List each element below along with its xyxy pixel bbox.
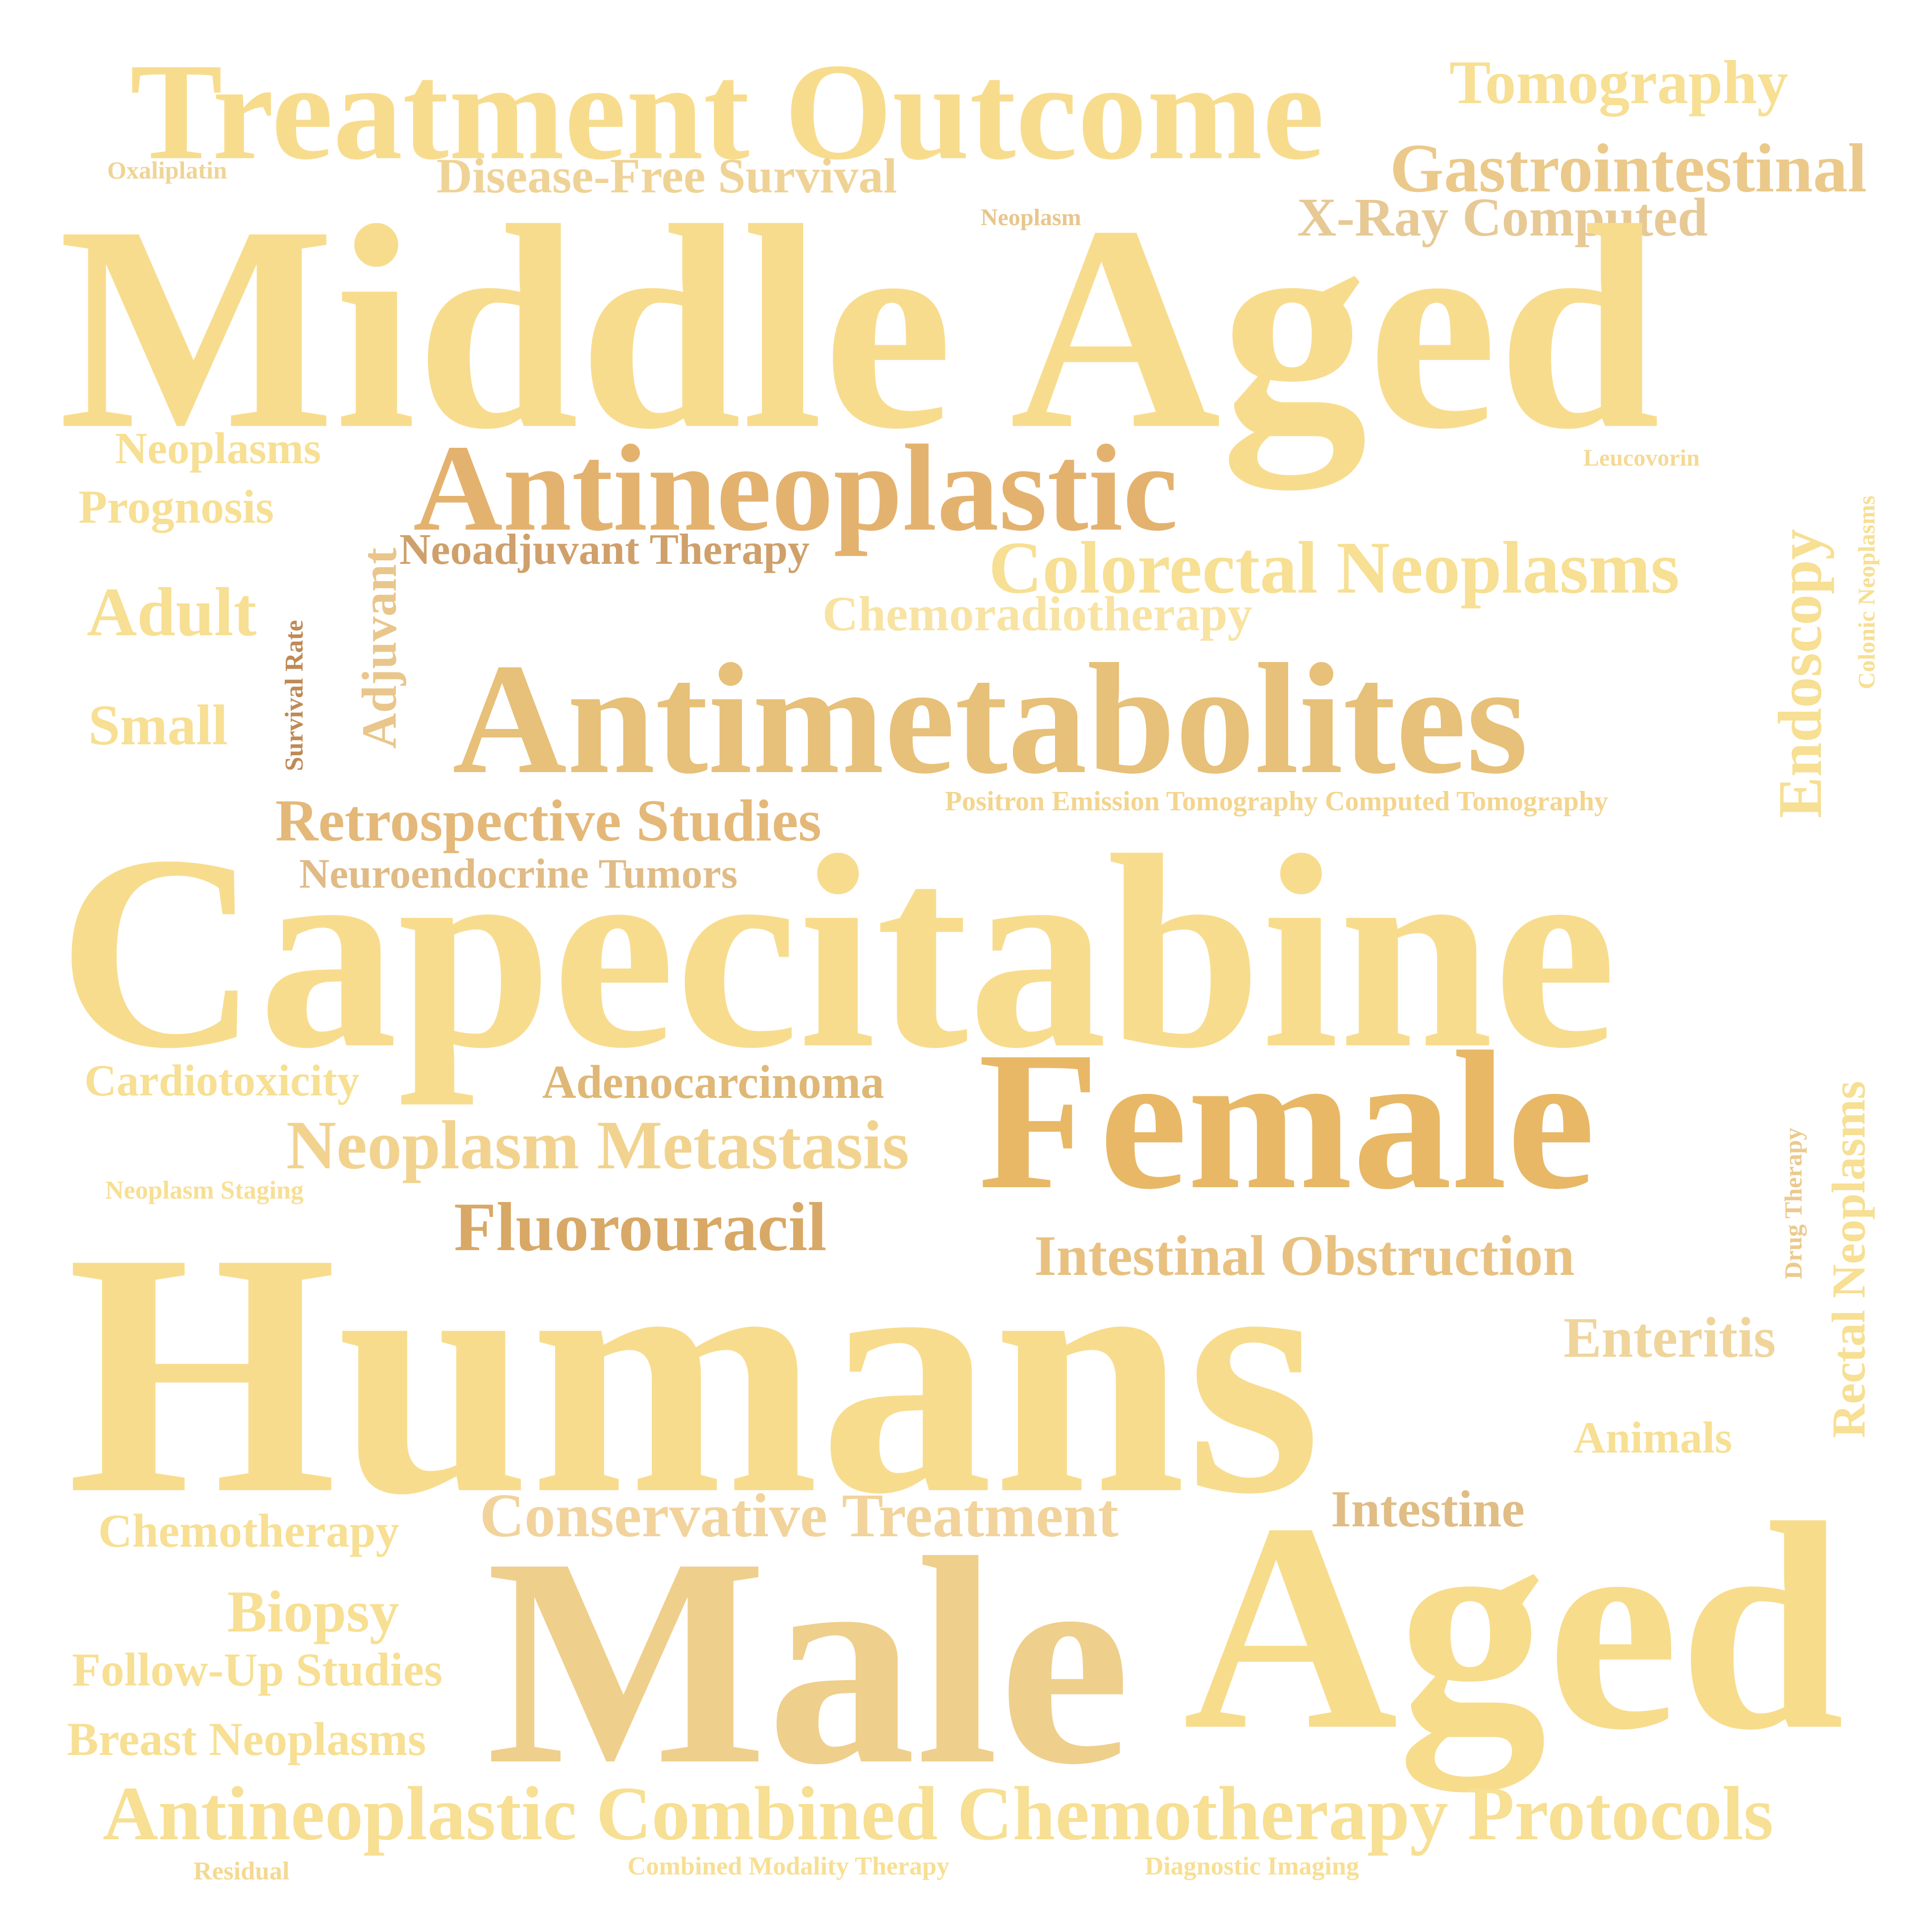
word-antineoplastic: Antineoplastic	[413, 420, 1178, 557]
word-adenocarcinoma: Adenocarcinoma	[542, 1056, 884, 1108]
word-chemotherapy: Chemotherapy	[98, 1505, 399, 1557]
word-tomography: Tomography	[1449, 49, 1789, 117]
word-diagnostic-imaging: Diagnostic Imaging	[1145, 1852, 1359, 1880]
word-neoplasm-staging: Neoplasm Staging	[105, 1176, 304, 1205]
word-breast-neoplasms: Breast Neoplasms	[67, 1713, 426, 1765]
word-colorectal-neoplasms: Colorectal Neoplasms	[989, 527, 1680, 609]
word-middle-aged: Middle Aged	[59, 165, 1660, 489]
word-antineoplastic-combined: Antineoplastic Combined Chemotherapy Pro…	[103, 1771, 1774, 1856]
word-adult: Adult	[87, 574, 257, 651]
word-drug-therapy: Drug Therapy	[1779, 1127, 1807, 1279]
word-treatment-outcome: Treatment Outcome	[130, 34, 1324, 188]
word-biopsy: Biopsy	[227, 1578, 399, 1644]
word-retrospective-studies: Retrospective Studies	[275, 787, 821, 853]
word-neoadjuvant-therapy: Neoadjuvant Therapy	[399, 526, 810, 574]
word-gastrointestinal: Gastrointestinal	[1390, 130, 1867, 207]
word-neuroendocrine-tumors: Neuroendocrine Tumors	[299, 850, 738, 897]
word-chemoradiotherapy: Chemoradiotherapy	[822, 586, 1252, 641]
word-antimetabolites: Antimetabolites	[452, 631, 1528, 807]
word-neoplasm-metastasis: Neoplasm Metastasis	[286, 1107, 909, 1184]
word-neoplasm: Neoplasm	[981, 204, 1081, 231]
word-combined-modality-therapy: Combined Modality Therapy	[627, 1852, 950, 1880]
word-male: Male	[486, 1496, 1131, 1826]
word-adjuvant: Adjuvant	[352, 547, 407, 749]
word-female: Female	[978, 1011, 1595, 1230]
word-capecitabine: Capecitabine	[58, 798, 1617, 1106]
word-small: Small	[88, 694, 228, 757]
word-x-ray-computed: X-Ray Computed	[1297, 187, 1708, 247]
word-colonic-neoplasms: Colonic Neoplasms	[1854, 495, 1880, 689]
word-prognosis: Prognosis	[78, 481, 274, 533]
word-cardiotoxicity: Cardiotoxicity	[84, 1056, 360, 1105]
word-fluorouracil: Fluorouracil	[454, 1189, 827, 1266]
word-rectal-neoplasms: Rectal Neoplasms	[1822, 1081, 1875, 1438]
word-enteritis: Enteritis	[1563, 1306, 1776, 1369]
word-humans: Humans	[67, 1181, 1321, 1566]
word-conservative-treatment: Conservative Treatment	[480, 1482, 1119, 1550]
word-pet-ct: Positron Emission Tomography Computed To…	[945, 786, 1609, 817]
word-residual: Residual	[193, 1857, 290, 1885]
word-endoscopy: Endoscopy	[1766, 529, 1835, 818]
word-disease-free-survival: Disease-Free Survival	[436, 148, 897, 203]
word-neoplasms: Neoplasms	[115, 424, 321, 473]
word-follow-up-studies: Follow-Up Studies	[72, 1643, 442, 1696]
word-aged: Aged	[1183, 1461, 1845, 1791]
word-intestine: Intestine	[1331, 1480, 1525, 1538]
word-animals: Animals	[1573, 1413, 1733, 1462]
word-oxaliplatin: Oxaliplatin	[107, 156, 227, 184]
word-survival-rate: Survival Rate	[280, 620, 309, 771]
word-intestinal-obstruction: Intestinal Obstruction	[1034, 1224, 1575, 1287]
word-leucovorin: Leucovorin	[1583, 445, 1700, 471]
